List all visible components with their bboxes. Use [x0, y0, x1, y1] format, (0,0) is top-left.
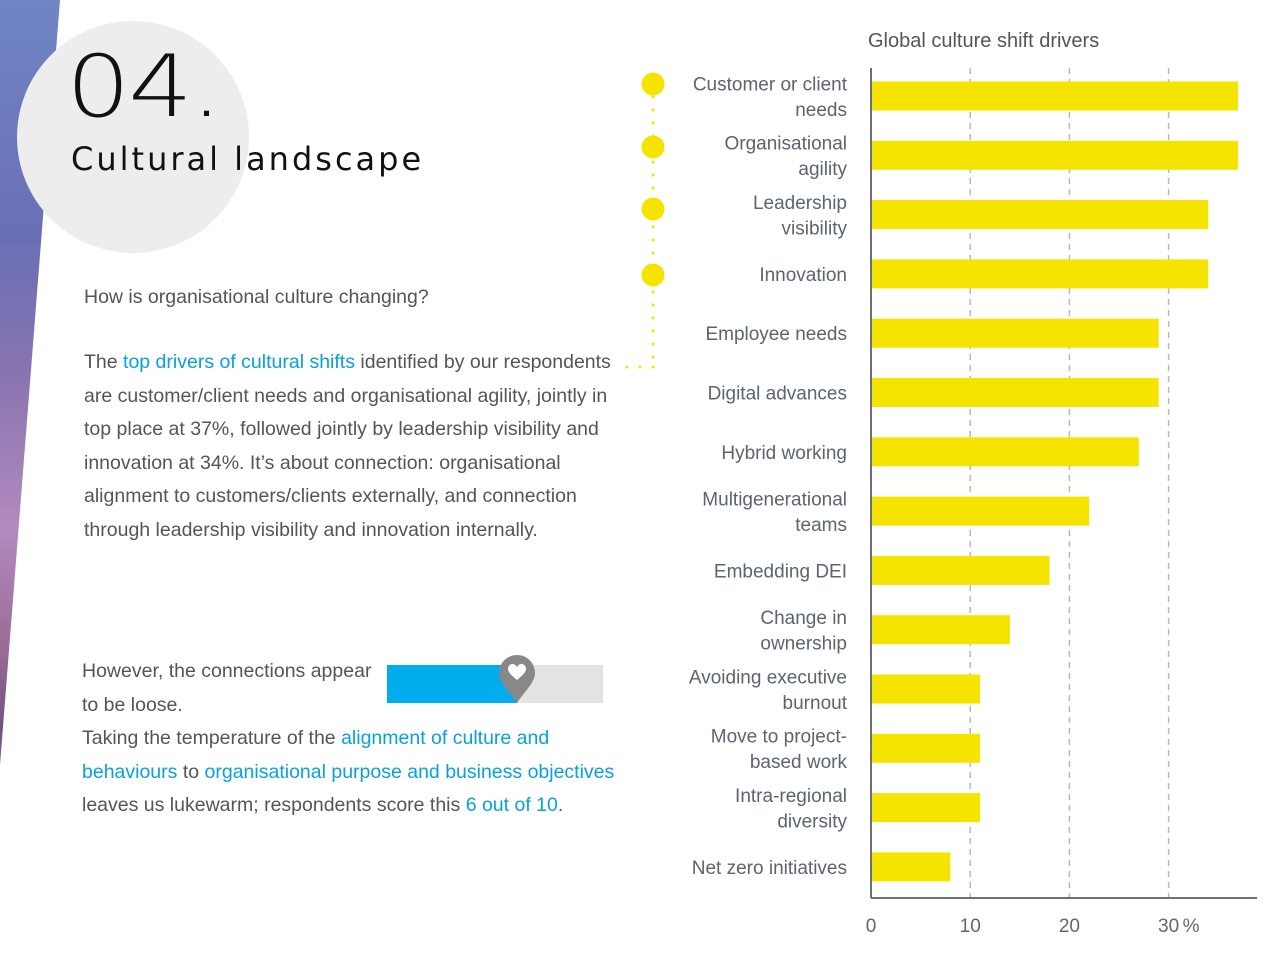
category-label: Organisational agility	[724, 134, 847, 181]
category-label: Innovation	[759, 265, 847, 286]
x-tick-label: 30	[1158, 916, 1179, 937]
bar	[871, 378, 1159, 407]
bar	[871, 200, 1209, 230]
bar	[871, 674, 981, 704]
category-label: Embedding DEI	[714, 561, 847, 582]
bar	[871, 793, 981, 823]
bar	[871, 852, 951, 882]
category-label: Employee needs	[705, 324, 847, 345]
category-label: Customer or client needs	[693, 74, 848, 121]
category-label: Hybrid working	[721, 443, 847, 464]
bar	[871, 81, 1239, 111]
alignment-meter-fill	[387, 665, 517, 703]
bar	[871, 437, 1139, 467]
x-tick-label: 20	[1059, 916, 1080, 937]
category-label: Intra-regional diversity	[735, 786, 847, 833]
bar	[871, 615, 1010, 645]
text: The	[84, 351, 124, 373]
category-label: Move to project-based work	[711, 727, 848, 774]
text: to	[177, 760, 205, 783]
intro-paragraph: The top drivers of cultural shifts ident…	[84, 346, 624, 548]
text: Taking the temperature of the	[82, 727, 342, 749]
highlight-score: 6 out of 10	[465, 794, 558, 817]
text: leaves us lukewarm; respondents score th…	[82, 794, 466, 817]
highlight-dot	[641, 72, 665, 96]
section-circle	[17, 21, 249, 253]
text: .	[557, 794, 564, 817]
bar	[871, 259, 1209, 289]
bar	[871, 733, 981, 763]
heart-pin-icon	[498, 655, 535, 703]
category-label: Digital advances	[708, 384, 847, 405]
bar	[871, 318, 1159, 348]
category-label: Change in ownership	[760, 608, 847, 655]
bar	[871, 496, 1090, 526]
category-label: Leadership visibility	[753, 193, 848, 240]
x-tick-label: 0	[866, 916, 877, 937]
connections-text: However, the connections appear to be lo…	[82, 660, 372, 716]
intro-question: How is organisational culture changing?	[84, 286, 429, 308]
highlight-dot	[641, 135, 665, 159]
highlight-top-drivers: top drivers of cultural shifts	[123, 351, 355, 373]
section-number: 04.	[66, 37, 223, 137]
x-unit-label: %	[1183, 916, 1200, 937]
section-title: Cultural landscape	[71, 140, 425, 178]
highlight-dot	[641, 263, 665, 287]
chart-title: Global culture shift drivers	[868, 30, 1100, 52]
bar	[871, 140, 1239, 170]
highlight-dot	[641, 197, 665, 221]
alignment-paragraph: Taking the temperature of the alignment …	[82, 722, 622, 823]
text: identified by our respondents are custom…	[84, 351, 611, 541]
category-label: Net zero initiatives	[692, 858, 847, 879]
highlight-purpose: organisational purpose and business obje…	[204, 760, 615, 783]
category-label: Avoiding executive burnout	[689, 667, 848, 714]
x-tick-label: 10	[960, 916, 981, 937]
alignment-meter	[387, 665, 603, 703]
highlight-alignment: alignment of culture and behaviours	[82, 727, 550, 783]
category-label: Multigenerational teams	[702, 489, 847, 535]
bar	[871, 555, 1050, 585]
